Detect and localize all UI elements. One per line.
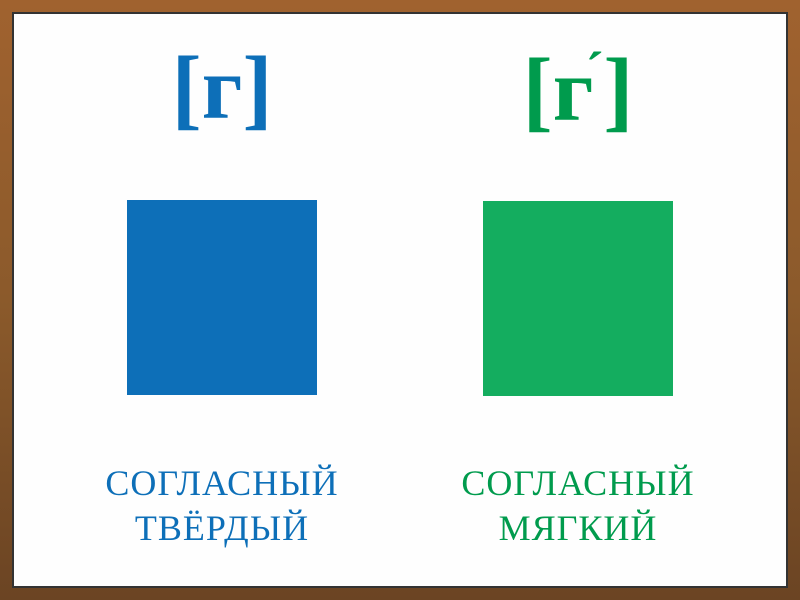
- left-phonetic-symbol: [г]: [172, 44, 273, 134]
- right-column: [г´] СОГЛАСНЫЙ МЯГКИЙ: [407, 34, 749, 566]
- letter: г: [202, 39, 243, 138]
- bracket-close: ]: [242, 39, 272, 138]
- bracket-open: [: [172, 39, 202, 138]
- right-square: [483, 201, 673, 396]
- label-line1: СОГЛАСНЫЙ: [461, 463, 694, 503]
- left-column: [г] СОГЛАСНЫЙ ТВЁРДЫЙ: [51, 34, 393, 566]
- bracket-open: [: [523, 41, 553, 140]
- left-label: СОГЛАСНЫЙ ТВЁРДЫЙ: [105, 461, 338, 551]
- bracket-close: ]: [603, 41, 633, 140]
- label-line1: СОГЛАСНЫЙ: [105, 463, 338, 503]
- right-phonetic-symbol: [г´]: [523, 44, 634, 136]
- right-label: СОГЛАСНЫЙ МЯГКИЙ: [461, 461, 694, 551]
- content-frame: [г] СОГЛАСНЫЙ ТВЁРДЫЙ [г´] СОГЛАСНЫЙ МЯГ…: [12, 12, 788, 588]
- left-square: [127, 200, 317, 395]
- label-line2: ТВЁРДЫЙ: [135, 508, 309, 548]
- accent-mark: ´: [585, 41, 603, 101]
- label-line2: МЯГКИЙ: [499, 508, 658, 548]
